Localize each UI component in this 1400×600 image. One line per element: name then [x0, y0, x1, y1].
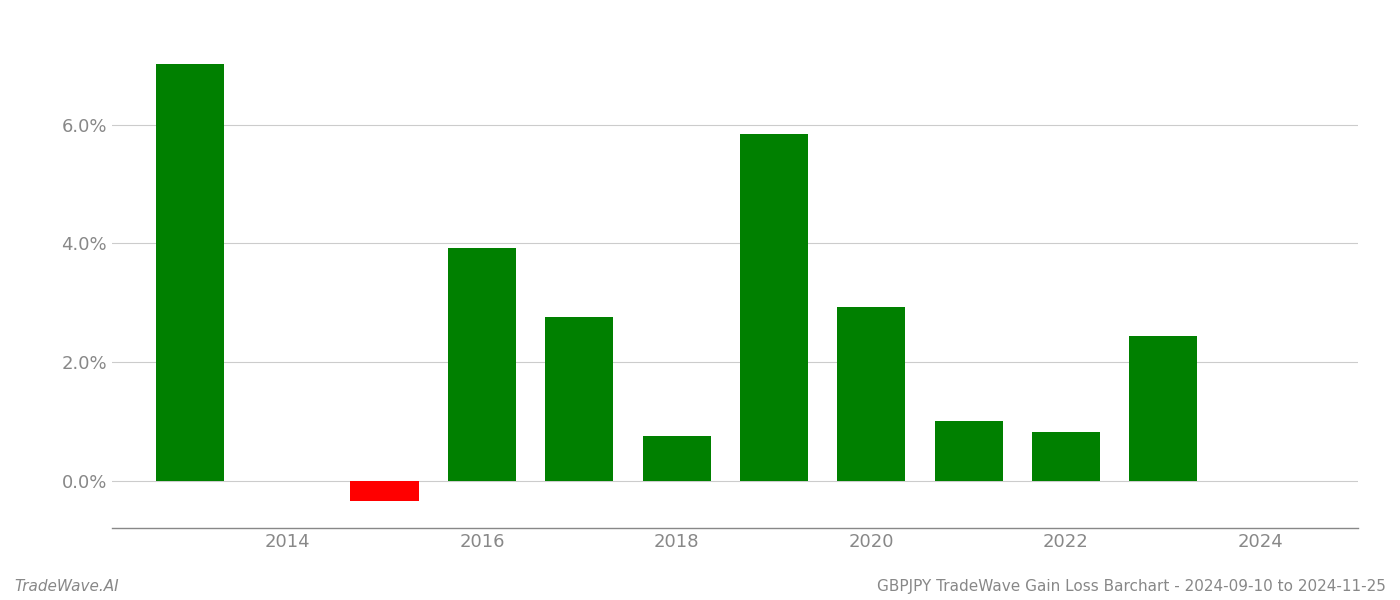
- Bar: [350, 481, 419, 502]
- Bar: [1130, 337, 1197, 481]
- Bar: [837, 307, 906, 481]
- Bar: [935, 421, 1002, 481]
- Text: GBPJPY TradeWave Gain Loss Barchart - 2024-09-10 to 2024-11-25: GBPJPY TradeWave Gain Loss Barchart - 20…: [878, 579, 1386, 594]
- Text: TradeWave.AI: TradeWave.AI: [14, 579, 119, 594]
- Bar: [448, 248, 517, 481]
- Bar: [1032, 432, 1100, 481]
- Bar: [643, 436, 711, 481]
- Bar: [739, 134, 808, 481]
- Bar: [545, 317, 613, 481]
- Bar: [155, 64, 224, 481]
